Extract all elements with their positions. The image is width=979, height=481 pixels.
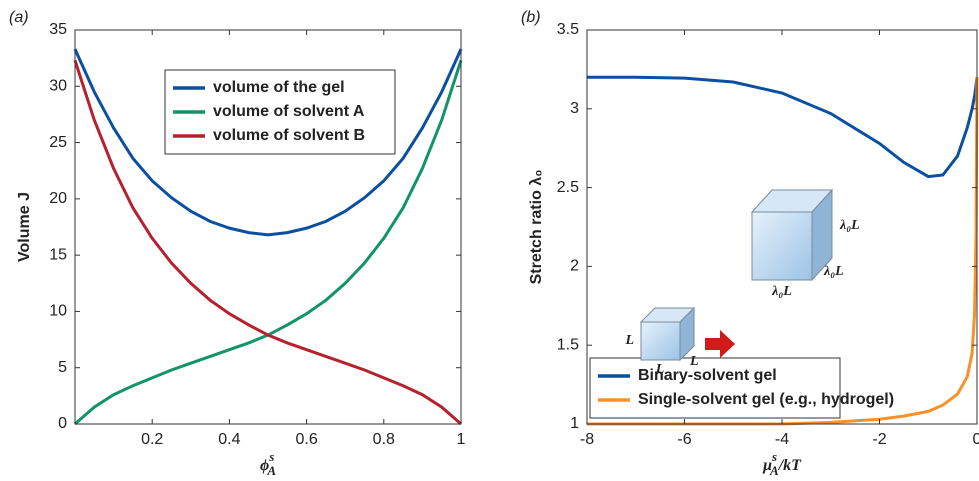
annotation: L [689,354,699,369]
data-line [73,59,462,426]
annotation: L [655,362,665,377]
y-tick-label: 30 [49,78,67,95]
small-cube-front [640,321,681,361]
x-axis-label: μs A/kT [762,449,802,478]
legend-label: volume of solvent B [213,127,365,144]
data-line [587,75,979,179]
x-tick-label: -2 [872,431,886,448]
x-tick-label: 1 [457,431,466,448]
y-tick-label: 5 [58,359,67,376]
data-line [73,48,463,237]
x-label-sup: s [268,449,274,464]
arrow [705,330,735,358]
x-label-base: μ [762,457,772,474]
x-tick-label: 0.4 [218,431,240,448]
y-tick-label: 25 [49,134,67,151]
panel-label: (b) [521,9,541,26]
y-tick-label: 2 [570,258,579,275]
x-tick-label: -4 [775,431,789,448]
legend-label: volume of the gel [213,79,345,96]
y-axis-label: Volume J [16,192,33,262]
x-label-base: ϕ [260,457,269,474]
annotation: λ₀L [823,264,844,279]
big-cube-front [751,211,813,281]
inset-diagram: L L L λ₀L λ₀L λ₀L [624,188,860,377]
legend-box [589,357,841,419]
y-tick-label: 20 [49,190,67,207]
legend-label: Single-solvent gel (e.g., hydrogel) [638,391,894,408]
x-tick-label: 0 [973,431,979,448]
x-label-sub: A [266,463,276,478]
y-tick-label: 3.5 [557,21,579,38]
y-tick-label: 35 [49,21,67,38]
y-tick-label: 1.5 [557,336,579,353]
x-label-sup: s [771,449,777,464]
legend-box [164,69,396,155]
x-tick-label: -8 [580,431,594,448]
x-label-sub: A [769,463,779,478]
y-tick-label: 0 [58,415,67,432]
annotation: λ₀L [771,284,792,299]
x-axis-label: ϕs A [260,449,276,478]
y-tick-label: 15 [49,246,67,263]
x-tick-label: -6 [677,431,691,448]
legend-label: Binary-solvent gel [638,367,777,384]
x-tick-label: 0.2 [141,431,163,448]
x-tick-label: 0.6 [295,431,317,448]
x-tick-label: 0.8 [373,431,395,448]
y-tick-label: 1 [570,415,579,432]
annotation: λ₀L [839,218,860,233]
annotation: L [624,333,634,348]
y-tick-label: 2.5 [557,179,579,196]
legend-label: volume of solvent A [213,103,365,120]
y-axis-label: Stretch ratio λ₀ [528,170,545,285]
y-tick-label: 3 [570,100,579,117]
y-tick-label: 10 [49,303,67,320]
panel-label: (a) [9,9,29,26]
x-label-tail: /kT [778,457,802,474]
axes-frame [74,29,462,425]
